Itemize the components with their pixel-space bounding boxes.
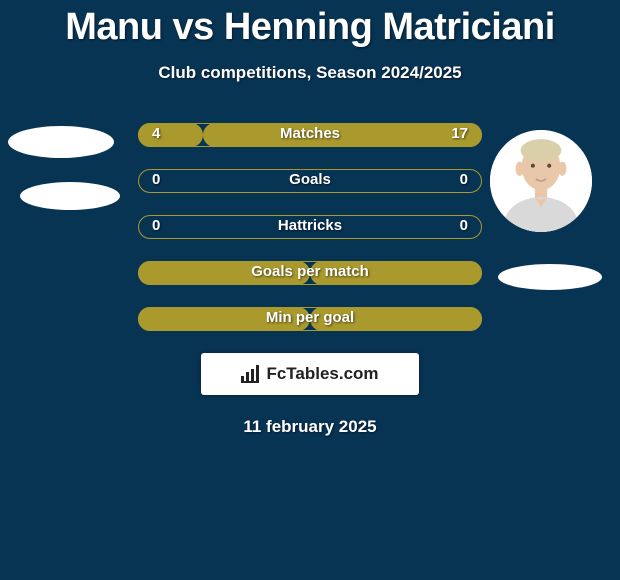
comparison-chart: Matches417Goals00Hattricks00Goals per ma… [0,123,620,331]
stat-fill-left [138,123,203,147]
stat-row: Hattricks00 [138,215,482,239]
stat-row: Min per goal [138,307,482,331]
logo: FcTables.com [241,364,378,384]
logo-box: FcTables.com [201,353,419,395]
stat-fill-right [203,123,482,147]
page-title: Manu vs Henning Matriciani [0,6,620,49]
stat-fill-right [310,261,482,285]
stat-value-left: 0 [152,217,160,234]
bar-chart-icon [241,365,261,383]
stat-value-right: 0 [460,217,468,234]
stat-value-right: 17 [451,125,468,142]
stat-track [138,169,482,193]
stat-fill-left [138,307,310,331]
stat-value-left: 4 [152,125,160,142]
stat-track [138,215,482,239]
stat-value-left: 0 [152,171,160,188]
stat-row: Goals per match [138,261,482,285]
stat-row: Matches417 [138,123,482,147]
stat-row: Goals00 [138,169,482,193]
date-label: 11 february 2025 [0,417,620,437]
stat-value-right: 0 [460,171,468,188]
stat-fill-left [138,261,310,285]
page-subtitle: Club competitions, Season 2024/2025 [0,63,620,83]
logo-text: FcTables.com [266,364,378,384]
stat-fill-right [310,307,482,331]
